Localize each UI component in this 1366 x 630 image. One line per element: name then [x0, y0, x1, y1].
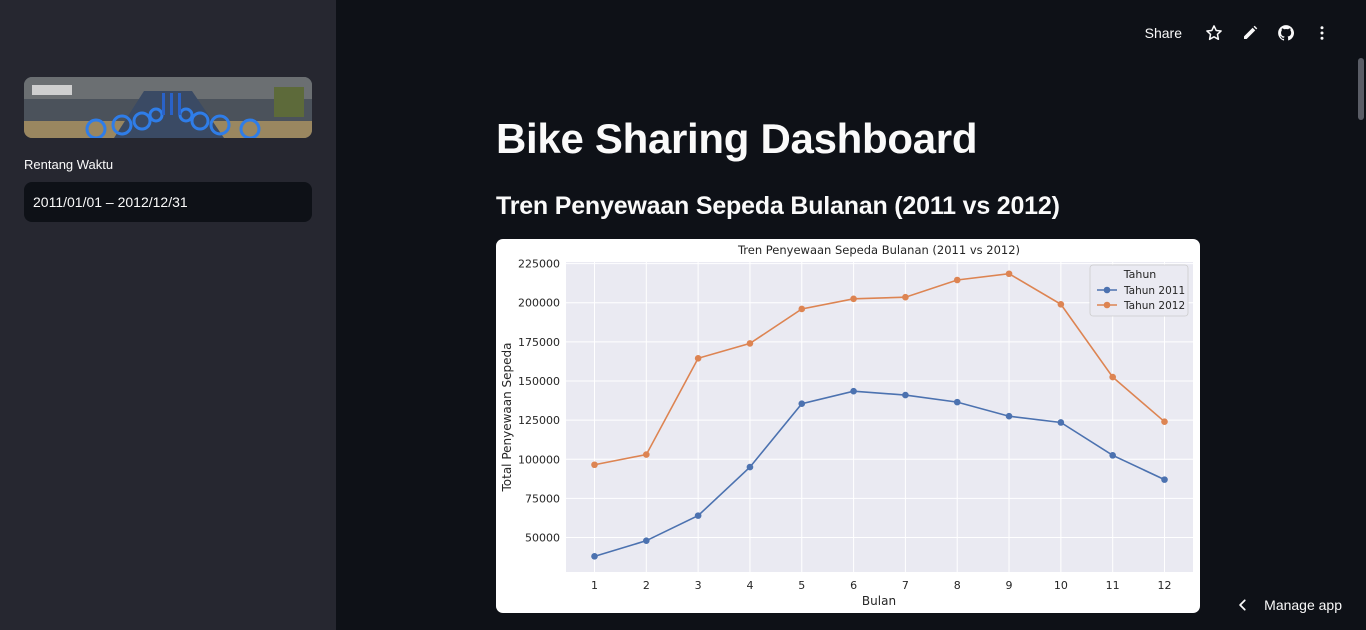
- chevron-left-icon: [1239, 599, 1246, 611]
- y-tick-label: 125000: [518, 414, 560, 427]
- x-tick-label: 2: [643, 579, 650, 592]
- data-point: [643, 451, 650, 458]
- y-tick-label: 225000: [518, 258, 560, 271]
- x-tick-label: 5: [798, 579, 805, 592]
- star-icon[interactable]: [1196, 22, 1232, 44]
- manage-app-button[interactable]: Manage app: [1236, 597, 1342, 613]
- data-point: [1005, 270, 1013, 278]
- x-tick-label: 4: [746, 579, 753, 592]
- x-tick-labels: 1 2 3 4 5 6 7 8 9 10 11 12: [591, 579, 1172, 592]
- sidebar-bike-image: [24, 77, 312, 138]
- y-tick-label: 200000: [518, 297, 560, 310]
- sidebar: Rentang Waktu 2011/01/01 – 2012/12/31: [0, 0, 336, 630]
- data-point: [1161, 476, 1168, 483]
- scrollbar[interactable]: [1358, 58, 1364, 120]
- section-title: Tren Penyewaan Sepeda Bulanan (2011 vs 2…: [496, 192, 1060, 220]
- x-tick-label: 3: [695, 579, 702, 592]
- line-chart: Tren Penyewaan Sepeda Bulanan (2011 vs 2…: [500, 243, 1193, 608]
- grid-lines: [566, 262, 1193, 572]
- data-point: [746, 340, 754, 347]
- legend-marker: [1103, 301, 1111, 309]
- page-title: Bike Sharing Dashboard: [496, 115, 978, 162]
- chart-card: Tren Penyewaan Sepeda Bulanan (2011 vs 2…: [496, 239, 1200, 613]
- data-point: [1161, 418, 1168, 425]
- y-tick-labels: 50000 75000 100000 125000 150000 175000 200000…: [518, 258, 560, 545]
- x-axis-label: Bulan: [862, 594, 896, 608]
- plot-area: [566, 262, 1193, 572]
- chart-legend: Tahun Tahun 2011 Tahun 2012: [1089, 264, 1189, 317]
- y-tick-label: 50000: [525, 532, 560, 545]
- x-tick-label: 1: [591, 579, 598, 592]
- data-point: [1109, 373, 1116, 381]
- more-icon[interactable]: [1304, 22, 1340, 44]
- data-point: [1109, 452, 1116, 459]
- x-tick-label: 7: [902, 579, 909, 592]
- y-tick-label: 100000: [518, 453, 560, 466]
- x-tick-label: 6: [850, 579, 857, 592]
- data-point: [953, 276, 961, 284]
- data-point: [1005, 412, 1013, 420]
- data-point: [902, 293, 909, 301]
- x-tick-label: 9: [1006, 579, 1013, 592]
- series-line-1: [594, 390, 1165, 558]
- data-point: [746, 463, 754, 471]
- data-point: [694, 354, 702, 362]
- data-point: [902, 391, 909, 399]
- data-point: [591, 553, 598, 560]
- header-toolbar: Share: [1145, 22, 1340, 44]
- y-tick-label: 150000: [518, 375, 560, 388]
- data-point: [643, 537, 650, 544]
- x-tick-label: 12: [1158, 579, 1172, 592]
- x-tick-label: 10: [1054, 579, 1068, 592]
- y-axis-label: Total Penyewaan Sepeda: [500, 342, 514, 492]
- series-lines: [591, 270, 1168, 560]
- data-point: [850, 387, 857, 395]
- date-range-label: Rentang Waktu: [24, 157, 114, 172]
- legend-marker: [1103, 286, 1111, 294]
- date-range-input[interactable]: 2011/01/01 – 2012/12/31: [24, 182, 312, 222]
- data-point: [798, 400, 806, 407]
- data-point: [850, 295, 857, 303]
- edit-icon[interactable]: [1232, 22, 1268, 44]
- data-point: [591, 461, 598, 469]
- series-line-2: [594, 272, 1166, 466]
- y-tick-label: 75000: [525, 492, 560, 505]
- bike-station-image: [24, 77, 312, 138]
- legend-item-label: Tahun 2012: [1123, 300, 1185, 312]
- data-point: [953, 398, 961, 406]
- legend-title: Tahun: [1123, 268, 1157, 281]
- data-point: [798, 305, 806, 313]
- data-point: [1057, 419, 1065, 426]
- chart-title: Tren Penyewaan Sepeda Bulanan (2011 vs 2…: [737, 243, 1020, 257]
- data-point: [694, 512, 702, 519]
- manage-app-label: Manage app: [1264, 597, 1342, 613]
- y-tick-label: 175000: [518, 336, 560, 349]
- data-point: [1057, 300, 1065, 308]
- github-icon[interactable]: [1268, 22, 1304, 44]
- x-tick-label: 11: [1106, 579, 1120, 592]
- share-button[interactable]: Share: [1144, 25, 1182, 41]
- legend-item-label: Tahun 2011: [1123, 285, 1185, 297]
- x-tick-label: 8: [954, 579, 961, 592]
